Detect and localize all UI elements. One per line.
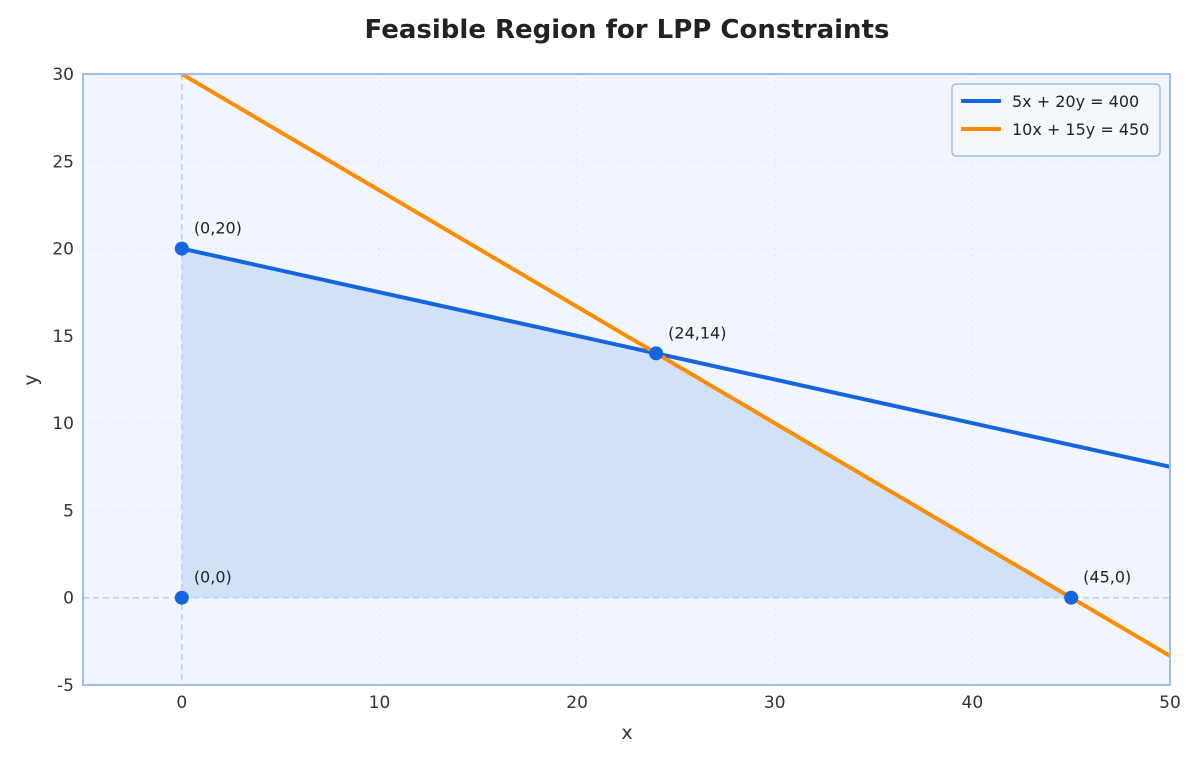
corner-point-label: (45,0): [1083, 568, 1131, 587]
corner-point-label: (24,14): [668, 323, 726, 342]
corner-point: [174, 241, 189, 256]
y-tick-label: 5: [63, 501, 74, 521]
plot-frame: [82, 73, 1171, 686]
series-layer: [180, 74, 1170, 658]
corner-points-layer: (0,20) (24,14) (0,0) (45,0): [174, 219, 1131, 605]
x-tick-label: 30: [764, 693, 786, 713]
x-tick-label: 0: [176, 693, 187, 713]
series-line-1: [181, 246, 1170, 469]
y-tick-label: 10: [52, 414, 74, 434]
x-axis-label: x: [621, 722, 632, 744]
chart-title: Feasible Region for LPP Constraints: [365, 15, 890, 45]
feasible-region: [181, 248, 1072, 598]
y-tick-label: 0: [63, 589, 74, 609]
y-axis-label: y: [20, 374, 42, 385]
x-tick-label: 10: [369, 693, 391, 713]
legend-entry-label: 5x + 20y = 400: [1012, 92, 1139, 111]
corner-point: [1064, 590, 1079, 605]
x-tick-label: 40: [962, 693, 984, 713]
legend-box: [951, 83, 1161, 157]
y-tick-label: 15: [52, 327, 74, 347]
corner-point: [649, 346, 664, 361]
y-tick-label: 30: [52, 65, 74, 85]
corner-point-label: (0,20): [194, 219, 242, 238]
x-tick-label: 50: [1159, 693, 1181, 713]
corner-point-label: (0,0): [194, 568, 232, 587]
y-tick-label: 20: [52, 240, 74, 260]
legend-entry-label: 10x + 15y = 450: [1012, 120, 1149, 139]
reference-lines: [83, 74, 1170, 685]
ticks: 0 10 20 30 40 50 -5 0 5 10 15 20 25 30: [52, 65, 1180, 713]
y-tick-label: -5: [57, 676, 74, 696]
corner-point: [174, 590, 189, 605]
x-tick-label: 20: [566, 693, 588, 713]
series-line-2: [180, 74, 1170, 658]
legend: 5x + 20y = 400 10x + 15y = 450: [951, 83, 1161, 157]
feasible-region-layer: [181, 248, 1072, 598]
y-tick-label: 25: [52, 152, 74, 172]
